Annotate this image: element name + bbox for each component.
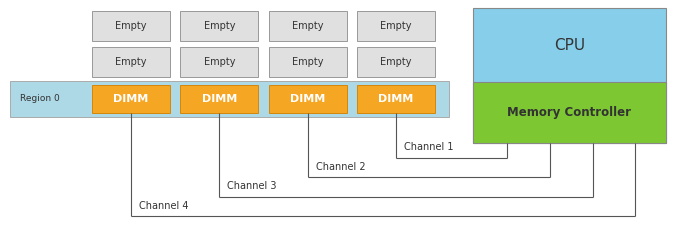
FancyBboxPatch shape xyxy=(269,11,347,41)
Text: Empty: Empty xyxy=(380,57,412,67)
Text: Empty: Empty xyxy=(203,21,235,31)
FancyBboxPatch shape xyxy=(180,47,258,77)
Text: Empty: Empty xyxy=(292,57,324,67)
Text: DIMM: DIMM xyxy=(290,94,325,104)
FancyBboxPatch shape xyxy=(180,11,258,41)
Text: Channel 4: Channel 4 xyxy=(139,201,188,211)
FancyBboxPatch shape xyxy=(357,85,435,113)
FancyBboxPatch shape xyxy=(269,85,347,113)
FancyBboxPatch shape xyxy=(473,8,666,143)
Text: Channel 1: Channel 1 xyxy=(404,142,454,152)
Text: Memory Controller: Memory Controller xyxy=(507,106,632,119)
FancyBboxPatch shape xyxy=(10,81,449,117)
Text: Channel 2: Channel 2 xyxy=(316,162,365,172)
Text: CPU: CPU xyxy=(554,38,585,53)
FancyBboxPatch shape xyxy=(180,85,258,113)
FancyBboxPatch shape xyxy=(92,85,170,113)
Text: DIMM: DIMM xyxy=(379,94,413,104)
FancyBboxPatch shape xyxy=(357,11,435,41)
FancyBboxPatch shape xyxy=(473,82,666,143)
Text: Empty: Empty xyxy=(115,21,147,31)
Text: Empty: Empty xyxy=(292,21,324,31)
Text: Channel 3: Channel 3 xyxy=(227,181,277,191)
FancyBboxPatch shape xyxy=(92,47,170,77)
Text: DIMM: DIMM xyxy=(114,94,148,104)
Text: Empty: Empty xyxy=(115,57,147,67)
Text: DIMM: DIMM xyxy=(202,94,237,104)
FancyBboxPatch shape xyxy=(357,47,435,77)
Text: Empty: Empty xyxy=(380,21,412,31)
Text: Empty: Empty xyxy=(203,57,235,67)
FancyBboxPatch shape xyxy=(269,47,347,77)
Text: Region 0: Region 0 xyxy=(20,94,59,104)
FancyBboxPatch shape xyxy=(92,11,170,41)
